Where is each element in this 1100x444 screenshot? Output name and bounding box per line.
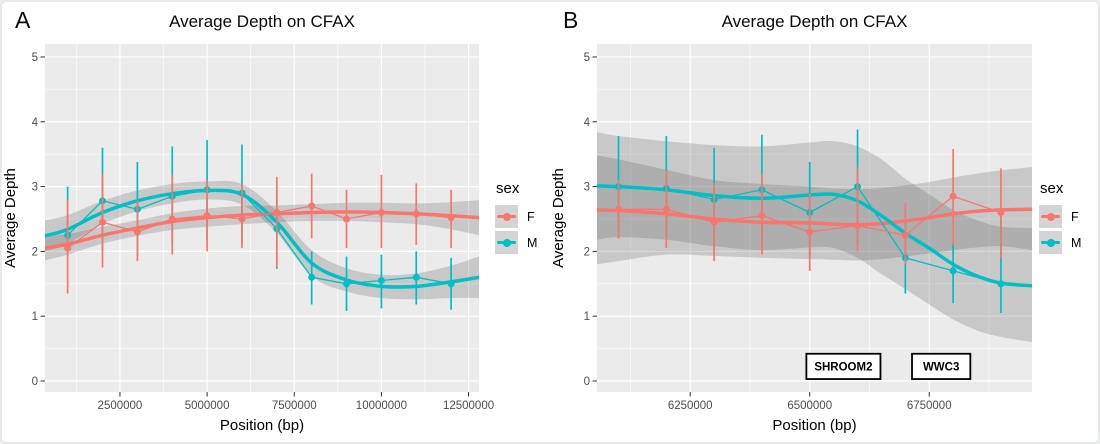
svg-text:5: 5 xyxy=(584,52,590,64)
svg-text:12500000: 12500000 xyxy=(443,400,494,412)
legend-label-m: M xyxy=(527,235,538,250)
x-axis-labels: 6250000 6500000 6750000 xyxy=(668,400,952,412)
svg-text:2: 2 xyxy=(32,246,38,258)
legend-label-m: M xyxy=(1071,235,1082,250)
data-line-F xyxy=(67,205,452,249)
legend-key-m xyxy=(1039,231,1062,254)
y-axis-labels: 0 1 2 3 4 5 xyxy=(584,52,591,388)
svg-text:4: 4 xyxy=(584,117,591,129)
legend-key-f xyxy=(1039,205,1062,228)
plot-panel xyxy=(597,44,1032,392)
axis-ticks xyxy=(592,56,930,397)
x-axis-title: Position (bp) xyxy=(220,417,304,434)
legend-item-f: F xyxy=(1039,205,1081,228)
ribbon-M xyxy=(597,132,1032,343)
grid-minor xyxy=(597,44,1032,392)
y-axis-title: Average Depth xyxy=(2,168,19,268)
panel-a: 2500000 5000000 7500000 10000000 12500000 0 1 2… xyxy=(2,2,550,442)
svg-text:0: 0 xyxy=(32,376,38,388)
ribbon-M xyxy=(45,180,479,300)
svg-text:2500000: 2500000 xyxy=(98,400,143,412)
axis-ticks xyxy=(40,56,470,397)
svg-text:6750000: 6750000 xyxy=(907,400,952,412)
svg-text:2: 2 xyxy=(584,246,590,258)
y-axis-labels: 0 1 2 3 4 5 xyxy=(32,52,39,388)
legend-title: sex xyxy=(1040,180,1064,197)
legend-dot-icon xyxy=(1046,238,1055,247)
legend-dot-icon xyxy=(502,238,511,247)
y-axis-title: Average Depth xyxy=(550,168,567,268)
chart-b: SHROOM2 WWC3 6250000 6500000 6750000 0 1 2 3 4 5 Po… xyxy=(550,12,1032,434)
svg-text:3: 3 xyxy=(32,182,38,194)
points-F xyxy=(615,192,1005,239)
legend-label-f: F xyxy=(527,209,535,224)
legend-key-f xyxy=(495,205,518,228)
svg-text:6500000: 6500000 xyxy=(787,400,832,412)
legend: sex F M xyxy=(495,180,537,257)
panel-label: B xyxy=(563,7,579,33)
series-F xyxy=(615,148,1005,271)
chart-a: 2500000 5000000 7500000 10000000 12500000 0 1 2… xyxy=(2,12,495,434)
legend-item-f: F xyxy=(495,205,537,228)
panel-b: SHROOM2 WWC3 6250000 6500000 6750000 0 1 2 3 4 5 Po… xyxy=(550,2,1098,442)
x-axis-labels: 2500000 5000000 7500000 10000000 12500000 xyxy=(98,400,495,412)
legend-title: sex xyxy=(496,180,520,197)
points-F xyxy=(64,202,455,252)
svg-text:0: 0 xyxy=(584,376,590,388)
svg-text:3: 3 xyxy=(584,182,590,194)
svg-text:SHROOM2: SHROOM2 xyxy=(814,361,872,373)
data-line-M xyxy=(67,189,452,285)
gene-box-WWC3: WWC3 xyxy=(911,352,972,380)
chart-title: Average Depth on CFAX xyxy=(169,12,355,31)
svg-text:1: 1 xyxy=(584,311,590,323)
svg-text:WWC3: WWC3 xyxy=(923,361,959,373)
svg-text:4: 4 xyxy=(32,117,39,129)
legend-label-f: F xyxy=(1071,209,1079,224)
legend-item-m: M xyxy=(495,231,537,254)
series-F xyxy=(64,173,455,294)
svg-text:7500000: 7500000 xyxy=(272,400,317,412)
legend-dot-icon xyxy=(502,212,511,221)
x-axis-title: Position (bp) xyxy=(772,417,856,434)
ribbon-F xyxy=(45,200,479,261)
svg-text:6250000: 6250000 xyxy=(668,400,713,412)
panel-label: A xyxy=(15,7,31,33)
svg-text:1: 1 xyxy=(32,311,38,323)
svg-text:10000000: 10000000 xyxy=(356,400,407,412)
legend-item-m: M xyxy=(1039,231,1081,254)
legend-key-m xyxy=(495,231,518,254)
legend-dot-icon xyxy=(1046,212,1055,221)
gene-box-SHROOM2: SHROOM2 xyxy=(805,352,882,380)
svg-text:5: 5 xyxy=(32,52,38,64)
legend: sex F M xyxy=(1039,180,1081,257)
plot-panel xyxy=(45,44,479,392)
svg-text:5000000: 5000000 xyxy=(185,400,230,412)
chart-title: Average Depth on CFAX xyxy=(722,12,908,31)
smooth-line-M xyxy=(45,188,479,289)
